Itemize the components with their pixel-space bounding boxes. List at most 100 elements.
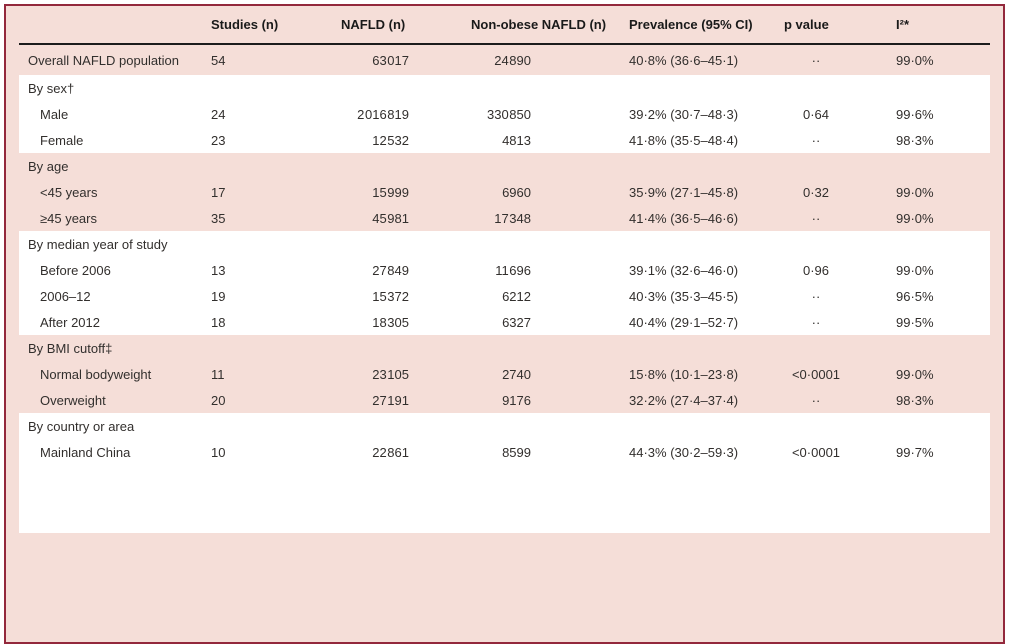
- row-group-band: By median year of study Before 2006 13 27 8…: [19, 231, 990, 335]
- nonobese-nafld-cell: 4813: [502, 132, 531, 148]
- row-label: By country or area: [28, 418, 135, 434]
- table-row: <45 years 17 15 999 6960 35·9% (27·1–45·8) 0·…: [19, 179, 990, 205]
- i2-cell: 99·0%: [896, 210, 934, 226]
- studies-cell: 23: [211, 132, 226, 148]
- i2-cell: 96·5%: [896, 288, 934, 304]
- table-row: By age: [19, 153, 990, 179]
- pvalue-cell: 0·32: [802, 184, 830, 200]
- nafld-cell: 23 105: [372, 366, 409, 382]
- row-label: Normal bodyweight: [40, 366, 152, 382]
- studies-cell: 13: [211, 262, 226, 278]
- table-body: Overall NAFLD population 54 63 017 24 890 40…: [19, 45, 990, 533]
- i2-cell: 99·0%: [896, 366, 934, 382]
- nonobese-nafld-cell: 11 696: [495, 262, 531, 278]
- table-row: Before 2006 13 27 849 11 696 39·1% (32·6–46·…: [19, 257, 990, 283]
- table-row: By median year of study: [19, 231, 990, 257]
- prevalence-cell: 39·1% (32·6–46·0): [629, 262, 739, 278]
- i2-cell: 98·3%: [896, 392, 934, 408]
- i2-cell: 98·3%: [896, 132, 934, 148]
- i2-cell: 99·0%: [896, 52, 934, 68]
- nonobese-nafld-cell: 6212: [502, 288, 531, 304]
- col-header-pvalue: p value: [784, 17, 829, 32]
- row-group-band: Overall NAFLD population 54 63 017 24 890 40…: [19, 45, 990, 75]
- studies-cell: 20: [211, 392, 226, 408]
- pvalue-cell: ··: [811, 52, 821, 68]
- studies-cell: 11: [211, 366, 225, 382]
- pvalue-cell: 0·64: [802, 106, 830, 122]
- table-row: ≥45 years 35 45 981 17 348 41·4% (36·5–46·6)…: [19, 205, 990, 231]
- row-label: Female: [40, 132, 84, 148]
- prevalence-cell: 40·4% (29·1–52·7): [629, 314, 739, 330]
- nafld-cell: 15 999: [372, 184, 409, 200]
- row-label: Before 2006: [40, 262, 111, 278]
- nafld-cell: 63 017: [372, 52, 409, 68]
- pvalue-cell: ··: [811, 132, 821, 148]
- prevalence-cell: 39·2% (30·7–48·3): [629, 106, 739, 122]
- nafld-cell: 27 191: [372, 392, 409, 408]
- table-frame: Studies (n) NAFLD (n) Non-obese NAFLD (n…: [4, 4, 1005, 644]
- nonobese-nafld-cell: 8599: [502, 444, 531, 460]
- row-label: Male: [40, 106, 69, 122]
- i2-cell: 99·5%: [896, 314, 934, 330]
- nonobese-nafld-cell: 6327: [502, 314, 531, 330]
- studies-cell: 17: [211, 184, 226, 200]
- row-label: Mainland China: [40, 444, 131, 460]
- row-label: Overweight: [40, 392, 106, 408]
- nonobese-nafld-cell: 17 348: [494, 210, 531, 226]
- row-group-band: By country or area Mainland China 10 22 861…: [19, 413, 990, 533]
- row-label: 2006–12: [40, 288, 91, 304]
- pvalue-cell: 0·96: [802, 262, 830, 278]
- row-label: Overall NAFLD population: [28, 52, 180, 68]
- studies-cell: 54: [211, 52, 226, 68]
- row-label: By age: [28, 158, 69, 174]
- i2-cell: 99·0%: [896, 262, 934, 278]
- table-row: Overall NAFLD population 54 63 017 24 890 40…: [19, 45, 990, 75]
- i2-cell: 99·7%: [896, 444, 934, 460]
- nafld-cell: 45 981: [372, 210, 409, 226]
- prevalence-cell: 15·8% (10·1–23·8): [629, 366, 739, 382]
- studies-cell: 24: [211, 106, 226, 122]
- nonobese-nafld-cell: 24 890: [494, 52, 531, 68]
- table-row: By sex†: [19, 75, 990, 101]
- nafld-cell: 15 372: [372, 288, 409, 304]
- row-label: ≥45 years: [40, 210, 97, 226]
- row-group-band: By BMI cutoff‡ Normal bodyweight 11 23 105 2…: [19, 335, 990, 413]
- pvalue-cell: ··: [811, 392, 821, 408]
- row-group-band: By age <45 years 17 15 999 6960 35·9% (27·1–4…: [19, 153, 990, 231]
- table-row: After 2012 18 18 305 6327 40·4% (29·1–52·7) ·…: [19, 309, 990, 335]
- prevalence-cell: 40·3% (35·3–45·5): [629, 288, 739, 304]
- nonobese-nafld-cell: 9176: [502, 392, 531, 408]
- table-row: By country or area: [19, 413, 990, 439]
- table-inner: Studies (n) NAFLD (n) Non-obese NAFLD (n…: [6, 6, 1003, 533]
- nafld-cell: 18 305: [372, 314, 409, 330]
- pvalue-cell: ··: [811, 314, 821, 330]
- table-row: By BMI cutoff‡: [19, 335, 990, 361]
- studies-cell: 10: [211, 444, 226, 460]
- prevalence-cell: 32·2% (27·4–37·4): [629, 392, 739, 408]
- col-header-prevalence: Prevalence (95% CI): [629, 17, 753, 32]
- row-group-band: By sex† Male 24 2 016 819 330 850 39·2% (30·7…: [19, 75, 990, 153]
- i2-cell: 99·6%: [896, 106, 934, 122]
- row-label: By BMI cutoff‡: [28, 340, 113, 356]
- nonobese-nafld-cell: 6960: [502, 184, 531, 200]
- pvalue-cell: ··: [811, 210, 821, 226]
- table-row: Mainland China 10 22 861 8599 44·3% (30·2–59…: [19, 439, 990, 465]
- table-row: Normal bodyweight 11 23 105 2740 15·8% (10·1…: [19, 361, 990, 387]
- studies-cell: 35: [211, 210, 226, 226]
- col-header-i2: I²*: [896, 17, 909, 32]
- nafld-cell: 2 016 819: [357, 106, 409, 122]
- col-header-studies: Studies (n): [211, 17, 279, 32]
- table-row: Female 23 12 532 4813 41·8% (35·5–48·4) ·· 98·…: [19, 127, 990, 153]
- nafld-cell: 12 532: [372, 132, 409, 148]
- studies-cell: 19: [211, 288, 226, 304]
- i2-cell: 99·0%: [896, 184, 934, 200]
- col-header-nafld: NAFLD (n): [341, 17, 406, 32]
- nonobese-nafld-cell: 2740: [502, 366, 531, 382]
- nafld-cell: 22 861: [372, 444, 409, 460]
- table-row: 2006–12 19 15 372 6212 40·3% (35·3–45·5) ·· 96…: [19, 283, 990, 309]
- table-row: Male 24 2 016 819 330 850 39·2% (30·7–48·3) 0…: [19, 101, 990, 127]
- prevalence-cell: 41·4% (36·5–46·6): [629, 210, 739, 226]
- pvalue-cell: ··: [811, 288, 821, 304]
- studies-cell: 18: [211, 314, 226, 330]
- prevalence-cell: 35·9% (27·1–45·8): [629, 184, 739, 200]
